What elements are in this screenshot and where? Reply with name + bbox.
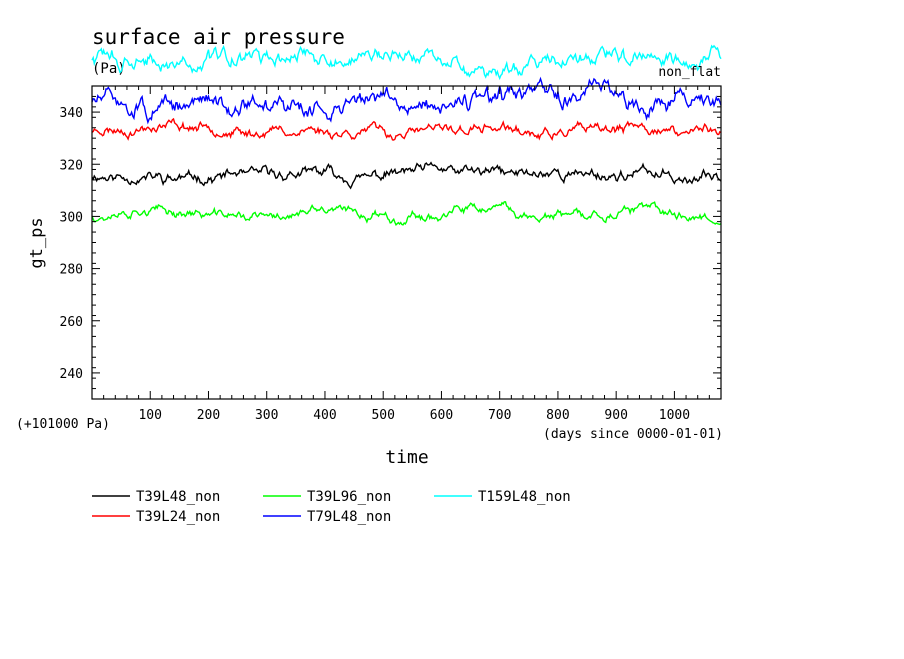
y-tick-label: 260 (60, 315, 83, 330)
y-tick-label: 320 (60, 158, 83, 173)
legend-label: T159L48_non (478, 489, 571, 505)
corner-label: non_flat (658, 65, 721, 80)
series-line-t39l24-non (91, 117, 722, 141)
series-line-t79l48-non (91, 76, 722, 125)
series-line-t39l48-non (91, 161, 722, 190)
x-tick-label: 600 (430, 408, 453, 423)
x-tick-label: 800 (546, 408, 569, 423)
series-layer (91, 44, 722, 226)
legend-label: T79L48_non (307, 509, 391, 525)
legend-label: T39L24_non (136, 509, 220, 525)
y-tick-label: 340 (60, 106, 83, 121)
series-line-t39l96-non (91, 201, 722, 226)
y-axis-label: gt_ps (27, 217, 47, 268)
y-tick-label: 280 (60, 263, 83, 278)
x-tick-label: 300 (255, 408, 278, 423)
x-tick-label: 1000 (659, 408, 690, 423)
legend-label: T39L48_non (136, 489, 220, 505)
x-unit-note: (days since 0000-01-01) (543, 427, 723, 442)
x-tick-label: 400 (313, 408, 336, 423)
x-tick-label: 100 (138, 408, 161, 423)
y-tick-label: 300 (60, 210, 83, 225)
series-line-t159l48-non (91, 44, 722, 81)
x-tick-label: 700 (488, 408, 511, 423)
units-label: (Pa) (92, 61, 126, 77)
tick-layer: 100 200 300 400 500 600 700 800 900 1000 240 260 280… (60, 85, 721, 423)
chart-title: surface air pressure (92, 25, 345, 49)
x-tick-label: 200 (197, 408, 220, 423)
y-offset-note: (+101000 Pa) (16, 417, 110, 432)
x-tick-label: 900 (604, 408, 627, 423)
x-tick-label: 500 (371, 408, 394, 423)
x-axis-label: time (385, 447, 428, 468)
y-tick-label: 240 (60, 367, 83, 382)
legend: T39L48_non T39L24_non T39L96_non T79L48_non… (92, 489, 571, 525)
legend-label: T39L96_non (307, 489, 391, 505)
